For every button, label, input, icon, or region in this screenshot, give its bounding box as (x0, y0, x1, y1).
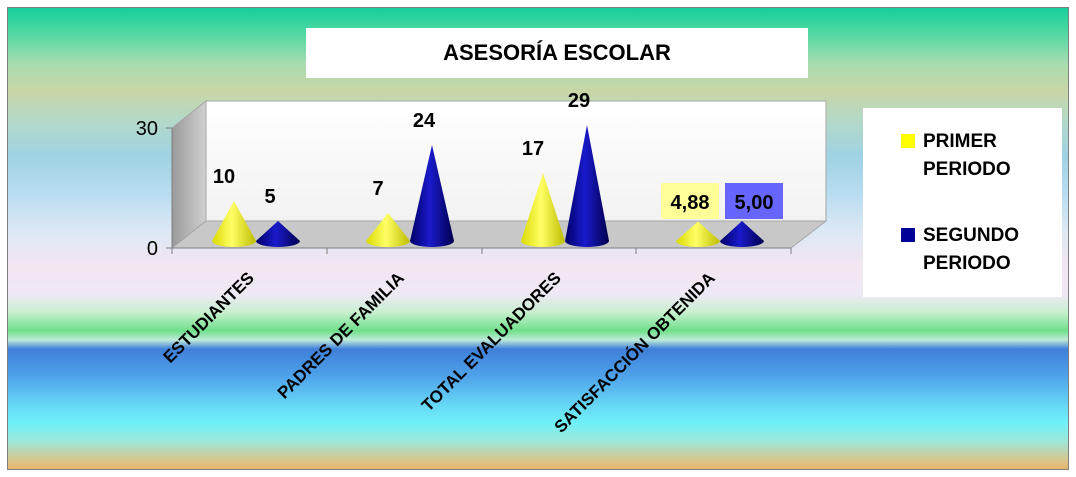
data-label: 29 (568, 90, 590, 112)
legend-label-segundo: SEGUNDO PERIODO (923, 225, 1020, 274)
chart-plot: 0 30 10 5 7 24 17 29 4,88 5,00 ESTUDIANTES PADRES D… (136, 90, 828, 437)
cone-primer-0 (212, 201, 256, 247)
cone-segundo-0 (256, 221, 300, 247)
data-label: 5 (264, 186, 275, 208)
cone-primer-3 (676, 221, 720, 247)
cone-segundo-3 (720, 221, 764, 247)
cone-primer-2 (521, 173, 565, 247)
legend-item-segundo: SEGUNDO PERIODO (901, 222, 1053, 278)
chart-area: ASESORÍA ESCOLAR (7, 7, 1069, 470)
x-category-label: ESTUDIANTES (160, 268, 258, 366)
x-category-label: TOTAL EVALUADORES (418, 268, 565, 415)
data-label-bg (725, 183, 783, 219)
legend: PRIMER PERIODO SEGUNDO PERIODO (863, 108, 1062, 297)
data-label: 17 (522, 138, 544, 160)
y-tick-label: 30 (136, 118, 158, 140)
legend-swatch-segundo (901, 228, 915, 242)
chart-title-box: ASESORÍA ESCOLAR (306, 28, 808, 78)
data-label-bg (661, 183, 719, 219)
legend-item-primer: PRIMER PERIODO (901, 128, 1053, 184)
data-label: 7 (372, 178, 383, 200)
legend-label-primer: PRIMER PERIODO (923, 131, 1011, 180)
chart-title: ASESORÍA ESCOLAR (443, 40, 671, 65)
data-label: 5,00 (735, 192, 774, 214)
cone-primer-1 (366, 213, 410, 247)
data-label: 10 (213, 166, 235, 188)
cone-segundo-2 (565, 125, 609, 247)
cone-segundo-1 (410, 145, 454, 247)
x-category-label: SATISFACCIÓN OBTENIDA (551, 268, 719, 436)
data-label: 4,88 (671, 192, 710, 214)
data-label: 24 (413, 110, 436, 132)
x-category-label: PADRES DE FAMILIA (274, 268, 408, 402)
y-tick-label: 0 (147, 238, 158, 260)
legend-swatch-primer (901, 134, 915, 148)
